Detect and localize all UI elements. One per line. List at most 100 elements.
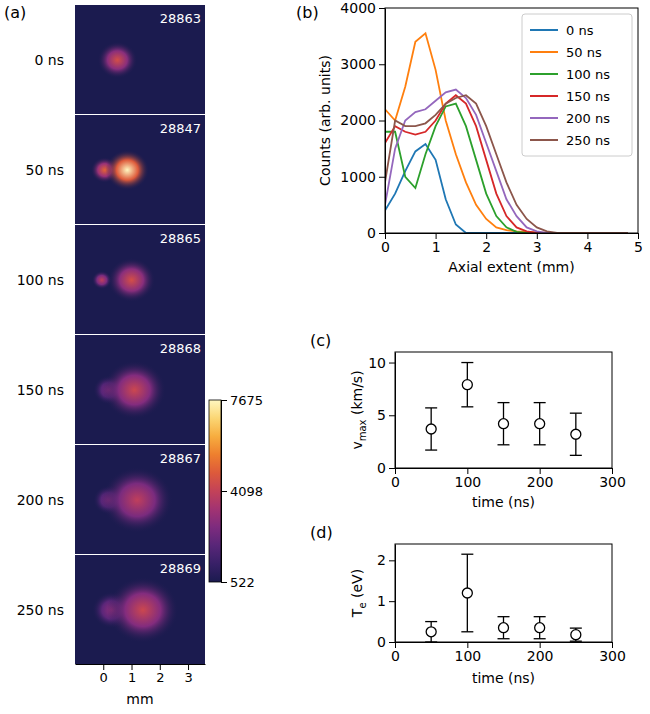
- line: [385, 95, 628, 233]
- tick: 4000: [340, 0, 385, 16]
- tick-mark: [389, 560, 395, 561]
- tick: 5: [634, 233, 643, 255]
- axis-line: [386, 233, 639, 234]
- tick-mark: [379, 233, 385, 234]
- blob: [103, 361, 166, 420]
- error-bar-cap: [534, 638, 546, 639]
- axis-title: vmax (km/s): [349, 370, 368, 449]
- tick-label: 2: [482, 239, 491, 255]
- tick: 0: [381, 233, 390, 255]
- tick: 300: [599, 468, 626, 490]
- axis-title: time (ns): [472, 670, 535, 686]
- tick-label: 100: [454, 474, 481, 490]
- tick: 3: [533, 233, 542, 255]
- plot-frame: [385, 8, 638, 233]
- error-bar-cap: [425, 449, 437, 450]
- axis-title: Te (eV): [349, 569, 368, 618]
- tick-label: 200: [527, 648, 554, 664]
- axis-title: mm: [126, 691, 153, 707]
- tick-label: 3000: [340, 56, 376, 72]
- tick: 0: [391, 642, 400, 664]
- plot-frame: [395, 544, 612, 642]
- error-bar: [425, 408, 437, 450]
- axis-title-part: v: [349, 441, 365, 449]
- frame: [75, 555, 205, 664]
- tick-label: 0: [377, 460, 386, 476]
- tick-label: 1: [377, 593, 386, 609]
- blob: [98, 42, 138, 79]
- tick-label: 1: [432, 239, 441, 255]
- line: [385, 95, 628, 233]
- tick: 1: [377, 593, 395, 609]
- tick-label: 5: [377, 407, 386, 423]
- tick-label: 4: [583, 239, 592, 255]
- axis-line: [76, 664, 206, 665]
- point: [426, 627, 436, 637]
- legend-box: [522, 14, 632, 156]
- tick-label: 1: [128, 670, 136, 685]
- tick-mark: [379, 8, 385, 9]
- axis-title: time (ns): [472, 494, 535, 510]
- error-bar: [461, 363, 473, 407]
- error-bar-cap: [570, 455, 582, 456]
- error-bar: [425, 622, 437, 642]
- point: [499, 623, 509, 633]
- error-bar: [534, 403, 546, 445]
- axis: 0123: [76, 664, 206, 685]
- legend-swatch: [530, 117, 558, 119]
- point: [571, 630, 581, 640]
- error-bar-cap: [425, 621, 437, 622]
- point: [426, 424, 436, 434]
- axis-title-part: T: [349, 608, 365, 618]
- tick-label: 7675: [230, 393, 263, 408]
- tick: 1: [128, 664, 136, 685]
- tick-label: 200: [527, 474, 554, 490]
- legend-swatch: [530, 95, 558, 97]
- tick-mark: [389, 363, 395, 364]
- tick-mark: [103, 664, 104, 670]
- tick-mark: [221, 582, 227, 583]
- axis: 0 5 10: [368, 353, 395, 476]
- tick-label: 300: [599, 648, 626, 664]
- tick-label: 5: [634, 239, 643, 255]
- error-bar: [498, 617, 510, 639]
- tick: 200: [527, 468, 554, 490]
- tick-label: 3: [533, 239, 542, 255]
- tick: 4098: [221, 484, 263, 499]
- error-bar-cap: [498, 616, 510, 617]
- legend-label: 50 ns: [566, 45, 602, 60]
- axis: 52240987675: [221, 393, 263, 590]
- legend-label: 100 ns: [566, 67, 610, 82]
- error-bar: [534, 617, 546, 639]
- tick-mark: [221, 491, 227, 492]
- colorbar: [209, 400, 221, 582]
- legend-swatch: [530, 139, 558, 141]
- point: [499, 419, 509, 429]
- tick-label: 0: [391, 474, 400, 490]
- panel-label: (c): [310, 331, 331, 350]
- figure: (a)0 ns2886350 ns28847100 ns28865150 ns2…: [0, 0, 650, 714]
- error-bar-cap: [534, 444, 546, 445]
- error-bar-cap: [461, 406, 473, 407]
- time-label: 50 ns: [26, 162, 64, 178]
- blob: [102, 467, 173, 533]
- tick: 10: [368, 355, 395, 371]
- frame: [75, 335, 205, 444]
- error-bar-cap: [498, 638, 510, 639]
- tick-label: 0: [100, 670, 108, 685]
- tick-label: 0: [377, 634, 386, 650]
- tick: 2: [482, 233, 491, 255]
- line: [385, 90, 628, 233]
- axis-title: Axial extent (mm): [448, 259, 574, 275]
- legend-label: 150 ns: [566, 89, 610, 104]
- tick: 3000: [340, 56, 385, 72]
- error-bar-cap: [498, 444, 510, 445]
- frame-background: [75, 115, 205, 224]
- tick: 100: [454, 468, 481, 490]
- shot-number: 28847: [160, 121, 201, 136]
- point: [571, 429, 581, 439]
- frame-background: [75, 5, 205, 114]
- tick-mark: [188, 664, 189, 670]
- axis-title-part: (km/s): [349, 370, 365, 419]
- error-bar-cap: [570, 413, 582, 414]
